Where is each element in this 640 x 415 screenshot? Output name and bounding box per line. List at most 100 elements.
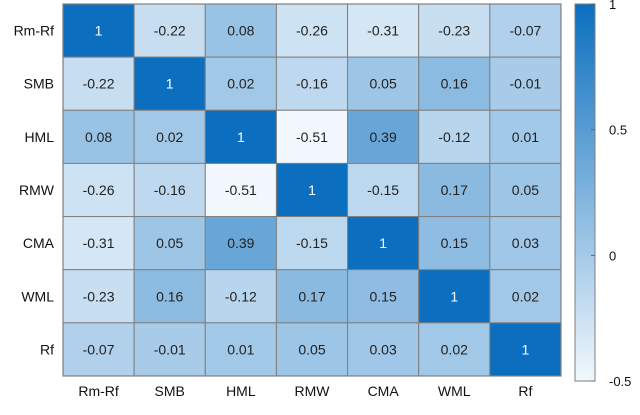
heatmap-cell-WML-Rf: [489, 269, 562, 324]
heatmap-cell-Rf-RMW: [275, 322, 349, 377]
heatmap-cell-SMB-Rf: [489, 56, 562, 111]
cell-value-label-Rm-Rf-HML: 0.08: [227, 23, 254, 39]
cell-value-label-RMW-CMA: -0.15: [367, 182, 399, 198]
heatmap-cell-Rf-HML: [204, 322, 277, 377]
heatmap-cell-Rf-Rm-Rf: [62, 322, 135, 377]
heatmap-cell-Rm-Rf-Rm-Rf: [62, 3, 135, 58]
cell-value-label-WML-WML: 1: [450, 288, 458, 304]
y-tick-label-RMW: RMW: [19, 182, 55, 198]
y-tick-label-SMB: SMB: [24, 76, 54, 92]
cell-value-label-Rm-Rf-WML: -0.23: [438, 23, 470, 39]
heatmap-cell-Rm-Rf-WML: [418, 3, 491, 58]
heatmap-cell-HML-CMA: [347, 109, 420, 164]
heatmap-cell-Rf-WML: [418, 322, 491, 377]
cell-value-label-CMA-Rm-Rf: -0.31: [83, 235, 115, 251]
y-axis-labels: Rm-Rf SMB HML RMW CMA WML Rf: [14, 23, 55, 358]
x-tick-label-HML: HML: [226, 383, 256, 399]
heatmap-cell-WML-SMB: [133, 269, 206, 324]
cell-value-label-CMA-CMA: 1: [379, 235, 387, 251]
heatmap-cell-HML-SMB: [133, 109, 206, 164]
cell-value-label-HML-Rm-Rf: 0.08: [85, 129, 112, 145]
heatmap-cell-HML-Rf: [489, 109, 562, 164]
heatmap-cell-CMA-HML: [204, 216, 277, 271]
cell-value-label-RMW-RMW: 1: [308, 182, 316, 198]
cell-value-label-SMB-WML: 0.16: [441, 76, 468, 92]
cell-value-label-Rf-WML: 0.02: [441, 341, 468, 357]
y-tick-label-CMA: CMA: [23, 235, 55, 251]
cell-value-label-WML-SMB: 0.16: [156, 288, 183, 304]
colorbar: 1 0.5 0 -0.5: [574, 0, 631, 389]
heatmap-cell-Rf-CMA: [347, 322, 420, 377]
colorbar-gradient: [574, 3, 596, 382]
colorbar-tick-label--0.5: -0.5: [609, 374, 631, 389]
cell-value-label-CMA-WML: 0.15: [441, 235, 468, 251]
heatmap-cell-RMW-RMW: [275, 162, 349, 218]
cell-value-label-WML-CMA: 0.15: [370, 288, 397, 304]
x-tick-label-Rf: Rf: [518, 383, 532, 399]
y-tick-label-Rf: Rf: [40, 341, 54, 357]
cell-value-label-HML-RMW: -0.51: [296, 129, 328, 145]
cell-value-label-SMB-Rm-Rf: -0.22: [83, 76, 115, 92]
cell-value-label-Rf-Rm-Rf: -0.07: [83, 341, 115, 357]
heatmap-cell-Rf-Rf: [489, 322, 562, 377]
heatmap-cell-HML-WML: [418, 109, 491, 164]
y-tick-label-Rm-Rf: Rm-Rf: [14, 23, 55, 39]
cell-value-label-CMA-SMB: 0.05: [156, 235, 183, 251]
cell-value-label-Rf-CMA: 0.03: [370, 341, 397, 357]
cell-value-label-RMW-WML: 0.17: [441, 182, 468, 198]
heatmap-cell-RMW-Rf: [489, 162, 562, 218]
cell-value-label-SMB-SMB: 1: [166, 76, 174, 92]
cell-value-label-RMW-Rf: 0.05: [512, 182, 539, 198]
cell-value-label-CMA-Rf: 0.03: [512, 235, 539, 251]
colorbar-tick-label-0: 0: [609, 248, 616, 263]
cell-value-label-HML-HML: 1: [237, 129, 245, 145]
cell-value-label-WML-HML: -0.12: [225, 288, 257, 304]
colorbar-tick-label-0.5: 0.5: [609, 123, 627, 138]
cell-value-label-Rf-Rf: 1: [522, 341, 530, 357]
cell-value-label-SMB-Rf: -0.01: [509, 76, 541, 92]
cell-value-label-Rm-Rf-Rm-Rf: 1: [95, 23, 103, 39]
cell-value-label-HML-Rf: 0.01: [512, 129, 539, 145]
heatmap-cell-HML-RMW: [275, 109, 349, 164]
heatmap-cell-WML-Rm-Rf: [62, 269, 135, 324]
cell-value-label-HML-WML: -0.12: [438, 129, 470, 145]
cell-value-label-SMB-RMW: -0.16: [296, 76, 328, 92]
heatmap-cell-WML-CMA: [347, 269, 420, 324]
cell-value-label-HML-CMA: 0.39: [370, 129, 397, 145]
cell-value-label-RMW-SMB: -0.16: [154, 182, 186, 198]
cell-value-label-Rf-RMW: 0.05: [298, 341, 325, 357]
cell-value-label-SMB-CMA: 0.05: [370, 76, 397, 92]
x-tick-label-RMW: RMW: [294, 383, 330, 399]
cell-value-label-Rf-SMB: -0.01: [154, 341, 186, 357]
heatmap-cell-SMB-CMA: [347, 56, 420, 111]
cell-value-label-WML-Rm-Rf: -0.23: [83, 288, 115, 304]
heatmap-cell-HML-HML: [204, 109, 277, 164]
x-tick-label-WML: WML: [438, 383, 471, 399]
cell-value-label-Rf-HML: 0.01: [227, 341, 254, 357]
cell-value-label-SMB-HML: 0.02: [227, 76, 254, 92]
cell-value-label-HML-SMB: 0.02: [156, 129, 183, 145]
cell-value-label-WML-RMW: 0.17: [298, 288, 325, 304]
heatmap-cell-Rm-Rf-SMB: [133, 3, 206, 58]
cell-value-label-Rm-Rf-Rf: -0.07: [509, 23, 541, 39]
heatmap-cell-WML-RMW: [275, 269, 349, 324]
heatmap-cell-SMB-HML: [204, 56, 277, 111]
cell-value-label-CMA-HML: 0.39: [227, 235, 254, 251]
y-tick-label-HML: HML: [24, 129, 54, 145]
cell-value-label-CMA-RMW: -0.15: [296, 235, 328, 251]
cell-value-label-Rm-Rf-CMA: -0.31: [367, 23, 399, 39]
y-tick-label-WML: WML: [21, 288, 54, 304]
cell-value-label-Rm-Rf-SMB: -0.22: [154, 23, 186, 39]
cell-value-label-WML-Rf: 0.02: [512, 288, 539, 304]
x-tick-label-SMB: SMB: [155, 383, 185, 399]
x-axis-labels: Rm-Rf SMB HML RMW CMA WML Rf: [78, 383, 532, 399]
heatmap-cell-RMW-Rm-Rf: [62, 162, 135, 218]
heatmap-border: [62, 3, 562, 377]
x-tick-label-Rm-Rf: Rm-Rf: [78, 383, 119, 399]
x-tick-label-CMA: CMA: [368, 383, 400, 399]
heatmap-cells: 1 -0.22 0.08 -0.26 -0.31 -0.23 -0.07 -0.22 1 0.02…: [62, 3, 562, 377]
cell-value-label-Rm-Rf-RMW: -0.26: [296, 23, 328, 39]
heatmap-cell-RMW-WML: [418, 162, 491, 218]
